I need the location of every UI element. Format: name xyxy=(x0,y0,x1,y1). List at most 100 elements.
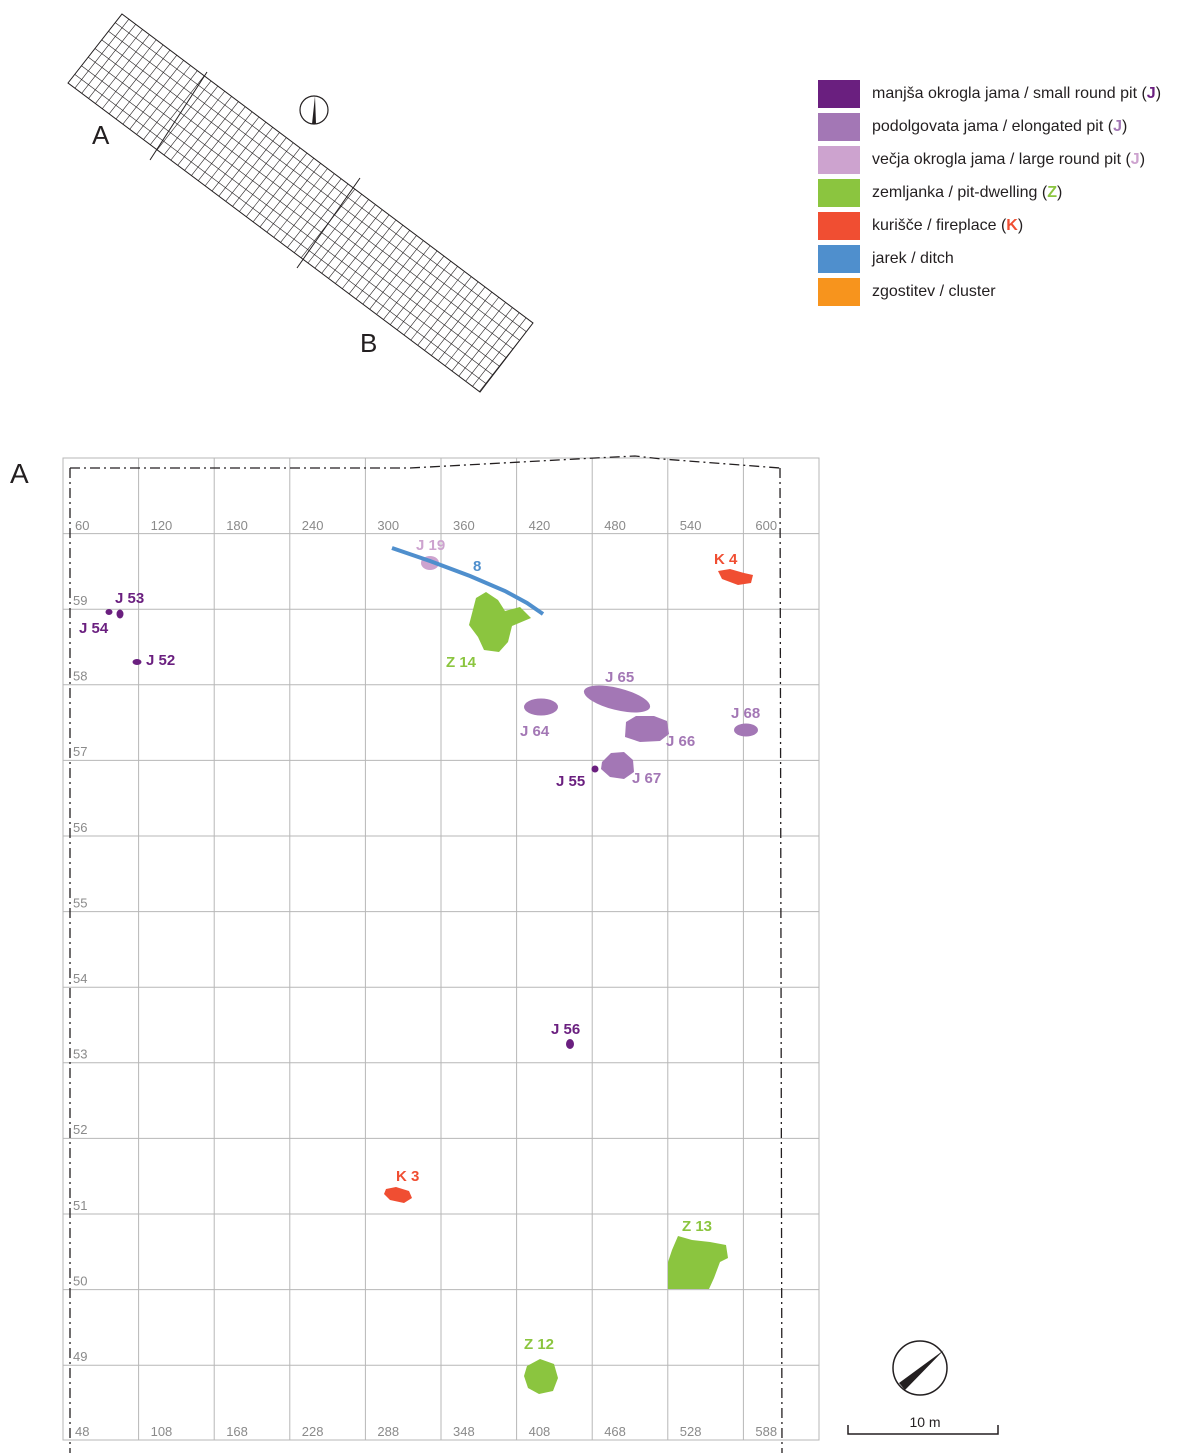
scale-bar-label: 10 m xyxy=(909,1414,940,1430)
trench-strip xyxy=(67,13,534,393)
excavation-boundary xyxy=(69,455,783,1453)
overview-label-b: B xyxy=(360,328,377,358)
feature-label: J 56 xyxy=(551,1021,580,1038)
legend-label: zemljanka / pit-dwelling (Z) xyxy=(872,184,1063,201)
feature-j68: J 68 xyxy=(731,705,760,737)
feature-j65: J 65 xyxy=(583,669,651,713)
feature-j55: J 55 xyxy=(556,765,599,790)
legend-label: večja okrogla jama / large round pit (J) xyxy=(872,151,1146,168)
feature-label: Z 13 xyxy=(682,1218,712,1235)
legend-label: podolgovata jama / elongated pit (J) xyxy=(872,118,1128,135)
feature-j66: J 66 xyxy=(625,716,695,750)
y-tick-label: 51 xyxy=(73,1198,87,1213)
legend-item-large-round-pit: večja okrogla jama / large round pit (J) xyxy=(818,146,1145,174)
feature-label: Z 12 xyxy=(524,1336,554,1353)
site-plan: A 60 120 180 240 300 360 420 480 540 600 48 108 168… xyxy=(10,455,999,1453)
feature-label: J 64 xyxy=(520,723,550,740)
x-tick-label: 288 xyxy=(377,1424,399,1439)
legend-item-cluster: zgostitev / cluster xyxy=(818,278,996,306)
x-tick-label: 480 xyxy=(604,518,626,533)
feature-j52: J 52 xyxy=(132,652,175,669)
legend-swatch xyxy=(818,80,860,108)
trench-overview: A B xyxy=(67,13,534,393)
hatch-line xyxy=(101,39,513,350)
hatch-line xyxy=(108,31,520,341)
legend-swatch xyxy=(818,245,860,273)
x-tick-label: 60 xyxy=(75,518,89,533)
legend-label: zgostitev / cluster xyxy=(872,283,996,300)
y-tick-label: 58 xyxy=(73,669,87,684)
feature-label: J 67 xyxy=(632,770,661,787)
y-tick-label: 50 xyxy=(73,1273,87,1288)
legend-item-ditch: jarek / ditch xyxy=(818,245,954,273)
feature-label: K 3 xyxy=(396,1168,419,1185)
x-tick-label: 588 xyxy=(755,1424,777,1439)
legend-item-fireplace: kurišče / fireplace (K) xyxy=(818,212,1023,240)
legend-item-elongated-pit: podolgovata jama / elongated pit (J) xyxy=(818,113,1127,141)
plan-grid xyxy=(62,457,820,1441)
x-tick-label: 240 xyxy=(302,518,324,533)
feature-label: J 66 xyxy=(666,733,695,750)
x-tick-label: 528 xyxy=(680,1424,702,1439)
feature-label: J 54 xyxy=(79,620,109,637)
x-tick-label: 48 xyxy=(75,1424,89,1439)
feature-j53: J 53 xyxy=(115,590,144,619)
x-tick-label: 120 xyxy=(151,518,173,533)
x-axis-top-labels: 60 120 180 240 300 360 420 480 540 600 xyxy=(75,518,777,533)
legend-item-pit-dwelling: zemljanka / pit-dwelling (Z) xyxy=(818,179,1062,207)
legend-label: jarek / ditch xyxy=(872,250,954,267)
hatch-line xyxy=(88,56,500,367)
y-tick-label: 57 xyxy=(73,744,87,759)
legend-swatch xyxy=(818,146,860,174)
feature-k3: K 3 xyxy=(384,1168,419,1203)
feature-j54: J 54 xyxy=(79,609,113,637)
feature-label: K 4 xyxy=(714,551,738,568)
feature-label: J 19 xyxy=(416,537,445,554)
x-tick-label: 300 xyxy=(377,518,399,533)
legend-swatch xyxy=(818,278,860,306)
x-tick-label: 348 xyxy=(453,1424,475,1439)
scale-bar: 10 m xyxy=(847,1414,999,1435)
hatch-line xyxy=(81,65,493,375)
hatch-line xyxy=(115,22,527,332)
feature-z14: Z 14 xyxy=(446,592,531,671)
x-tick-label: 360 xyxy=(453,518,475,533)
feature-label: J 68 xyxy=(731,705,760,722)
legend-swatch xyxy=(818,212,860,240)
x-tick-label: 228 xyxy=(302,1424,324,1439)
y-tick-label: 49 xyxy=(73,1349,87,1364)
y-tick-label: 54 xyxy=(73,971,87,986)
feature-k4: K 4 xyxy=(714,551,753,585)
feature-z12: Z 12 xyxy=(524,1336,558,1394)
y-tick-label: 55 xyxy=(73,895,87,910)
feature-label: J 65 xyxy=(605,669,634,686)
feature-label: J 52 xyxy=(146,652,175,669)
north-arrow-icon xyxy=(892,1340,948,1396)
legend-swatch xyxy=(818,179,860,207)
y-tick-label: 59 xyxy=(73,593,87,608)
feature-label: 8 xyxy=(473,558,481,575)
x-tick-label: 408 xyxy=(529,1424,551,1439)
feature-j56: J 56 xyxy=(551,1021,580,1049)
plan-section-label: A xyxy=(10,458,29,489)
x-axis-bottom-labels: 48 108 168 228 288 348 408 468 528 588 xyxy=(75,1424,777,1439)
feature-label: J 55 xyxy=(556,773,585,790)
y-tick-label: 53 xyxy=(73,1047,87,1062)
x-tick-label: 600 xyxy=(755,518,777,533)
section-line xyxy=(296,177,361,269)
x-tick-label: 468 xyxy=(604,1424,626,1439)
legend-item-small-round-pit: manjša okrogla jama / small round pit (J… xyxy=(818,80,1161,108)
features: J 53 J 54 J 52 J 19 8 Z 14 xyxy=(79,537,760,1394)
legend-label: manjša okrogla jama / small round pit (J… xyxy=(872,85,1162,102)
y-axis-labels: 59 58 57 56 55 54 53 52 51 50 49 xyxy=(73,593,87,1364)
x-tick-label: 180 xyxy=(226,518,248,533)
feature-j67: J 67 xyxy=(601,752,661,787)
legend-swatch xyxy=(818,113,860,141)
x-tick-label: 420 xyxy=(529,518,551,533)
feature-ditch-8: 8 xyxy=(391,546,545,616)
y-tick-label: 56 xyxy=(73,820,87,835)
hatch-line xyxy=(94,48,507,358)
x-tick-label: 540 xyxy=(680,518,702,533)
y-tick-label: 52 xyxy=(73,1122,87,1137)
